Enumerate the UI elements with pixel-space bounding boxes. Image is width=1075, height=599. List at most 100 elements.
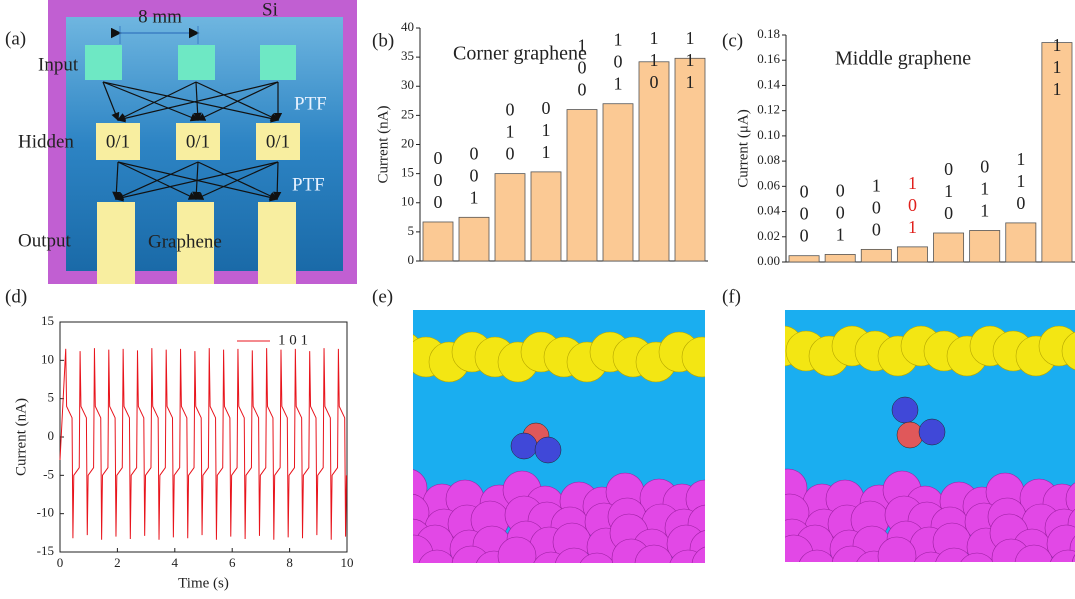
bar	[934, 233, 964, 262]
x-tick-label: 8	[286, 555, 293, 570]
y-tick-label: 0.06	[757, 177, 780, 192]
molecule-atom	[919, 419, 945, 445]
x-tick-label: 2	[114, 555, 121, 570]
x-axis-label: Time (s)	[178, 575, 229, 591]
y-tick-label: 40	[401, 19, 414, 34]
y-tick-label: 0.00	[757, 253, 780, 268]
y-axis-label: Current (nA)	[375, 106, 391, 184]
y-tick-label: 0.02	[757, 228, 780, 243]
layer-label: Hidden	[18, 131, 74, 152]
node-label: 0/1	[266, 131, 290, 152]
y-tick-label: 15	[401, 165, 414, 180]
scale-label: 8 mm	[138, 6, 182, 27]
layer-label: Input	[38, 54, 79, 75]
simulation-e	[383, 310, 730, 591]
y-tick-label: -10	[37, 505, 54, 520]
x-tick-label: 10	[341, 555, 354, 570]
electrode-label: Graphene	[148, 231, 222, 252]
bar	[495, 174, 525, 261]
atom	[798, 550, 836, 588]
bar	[1006, 223, 1036, 262]
panel-label: (b)	[372, 30, 394, 51]
node-label: 0/1	[106, 131, 130, 152]
atom	[418, 550, 456, 588]
atom	[878, 537, 916, 575]
bar	[825, 254, 855, 262]
y-tick-label: 20	[401, 135, 414, 150]
atom	[1015, 545, 1053, 583]
legend-label: 1 0 1	[278, 332, 308, 348]
output-electrode	[97, 202, 135, 284]
node-label: 0/1	[186, 131, 210, 152]
bar	[861, 249, 891, 262]
y-tick-label: 0.12	[757, 102, 780, 117]
y-tick-label: 5	[48, 390, 55, 405]
panel-label: (d)	[5, 286, 27, 307]
category-label: 000	[434, 148, 443, 212]
bar	[531, 172, 561, 261]
bar	[459, 217, 489, 261]
atom	[958, 553, 996, 591]
y-tick-label: 0.18	[757, 26, 780, 41]
panel-label: (a)	[5, 28, 26, 49]
chart-title: Middle graphene	[835, 48, 971, 70]
output-electrode	[258, 202, 296, 284]
ptf-label: PTF	[294, 93, 327, 114]
y-tick-label: 0.08	[757, 152, 780, 167]
bar	[897, 247, 927, 262]
x-tick-label: 6	[229, 555, 236, 570]
atom	[555, 548, 593, 586]
molecule-atom	[535, 437, 561, 463]
input-electrode	[85, 45, 122, 80]
y-tick-label: 10	[41, 351, 54, 366]
molecule-atom	[511, 433, 537, 459]
molecule-atom	[892, 397, 918, 423]
y-tick-label: 0	[48, 428, 55, 443]
atom	[578, 553, 616, 591]
atom	[832, 546, 870, 584]
y-tick-label: -15	[37, 543, 54, 558]
bar	[423, 222, 453, 261]
line-series	[60, 348, 346, 540]
x-tick-label: 0	[57, 555, 64, 570]
layer-label: Output	[18, 230, 72, 251]
y-tick-label: 5	[408, 223, 415, 238]
plot-frame	[60, 322, 347, 552]
atom	[935, 548, 973, 586]
ptf-label: PTF	[292, 174, 325, 195]
y-tick-label: 30	[401, 77, 414, 92]
y-tick-label: 10	[401, 194, 414, 209]
atom	[682, 337, 722, 377]
panel-label: (c)	[722, 30, 743, 51]
figure: 8 mm Si Input Hidden Output 0/1 0/1 0/1 …	[0, 0, 1075, 599]
input-electrode	[178, 45, 215, 80]
y-axis-label: Current (μA)	[735, 109, 751, 187]
bar	[970, 230, 1000, 262]
y-tick-label: -5	[43, 466, 54, 481]
panel-label: (e)	[372, 286, 393, 307]
bar	[567, 110, 597, 261]
bar	[603, 104, 633, 261]
y-axis-label: Current (nA)	[13, 398, 29, 476]
device-diagram: 8 mm Si Input Hidden Output 0/1 0/1 0/1 …	[18, 0, 357, 284]
input-electrode	[260, 45, 296, 80]
atom	[692, 546, 730, 584]
bar	[789, 256, 819, 262]
y-tick-label: 0.14	[757, 76, 780, 91]
y-tick-label: 15	[41, 313, 54, 328]
chart-title: Corner graphene	[453, 43, 587, 65]
y-tick-label: 0.16	[757, 51, 780, 66]
y-tick-label: 25	[401, 106, 414, 121]
substrate-label: Si	[262, 0, 278, 20]
y-tick-label: 0	[408, 252, 415, 267]
